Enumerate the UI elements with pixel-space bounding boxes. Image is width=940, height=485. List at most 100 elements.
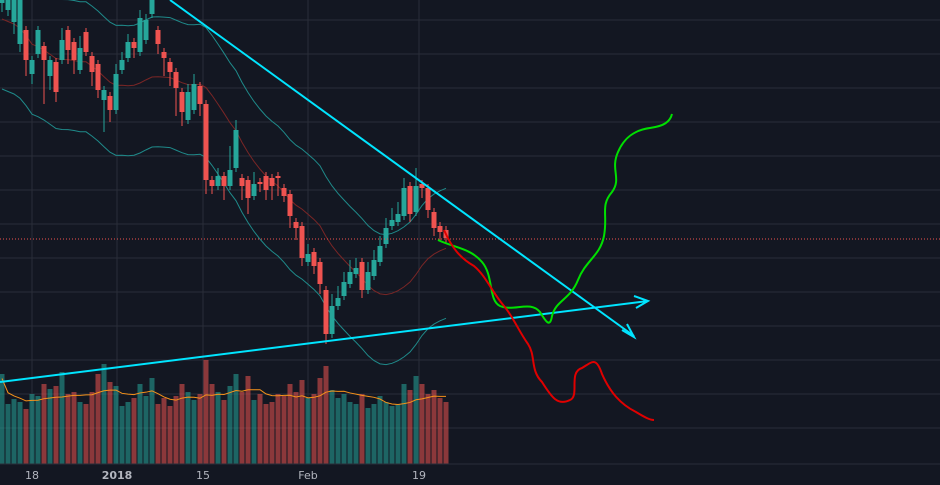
candle-body bbox=[221, 176, 227, 186]
volume-bar bbox=[353, 404, 359, 464]
volume-bar bbox=[41, 384, 47, 464]
volume-bar bbox=[245, 376, 251, 464]
volume-bar bbox=[329, 390, 335, 464]
candle-body bbox=[287, 194, 293, 216]
candle-body bbox=[251, 184, 257, 196]
volume-bar bbox=[191, 400, 197, 464]
candle-body bbox=[119, 60, 125, 70]
candle-body bbox=[437, 226, 443, 232]
candle-body bbox=[329, 306, 335, 334]
time-axis: 18 2018 15 Feb 19 bbox=[25, 469, 426, 482]
candle-body bbox=[389, 220, 395, 226]
volume-bar bbox=[251, 400, 257, 464]
volume-bar bbox=[65, 394, 71, 464]
candle-body bbox=[95, 64, 101, 90]
volume-bar bbox=[221, 400, 227, 464]
candle-body bbox=[293, 222, 299, 228]
volume-bar bbox=[143, 396, 149, 464]
volume-bar bbox=[293, 392, 299, 464]
volume-bar bbox=[431, 390, 437, 464]
candle-body bbox=[131, 42, 137, 48]
candle-body bbox=[395, 214, 401, 222]
volume-bar bbox=[275, 394, 281, 464]
volume-bar bbox=[287, 384, 293, 464]
x-tick-label: 15 bbox=[196, 469, 210, 482]
volume-bar bbox=[101, 364, 107, 464]
volume-bar bbox=[71, 392, 77, 464]
volume-bar bbox=[59, 372, 65, 464]
candle-body bbox=[161, 52, 167, 58]
candle-body bbox=[179, 92, 185, 112]
volume-bar bbox=[383, 402, 389, 464]
volume-bar bbox=[0, 374, 5, 464]
candle-body bbox=[317, 262, 323, 284]
candle-body bbox=[401, 188, 407, 216]
volume-bar bbox=[131, 398, 137, 464]
volume-bar bbox=[203, 360, 209, 464]
candle-body bbox=[257, 182, 263, 184]
volume-bar bbox=[335, 398, 341, 464]
candle-body bbox=[71, 42, 77, 60]
candle-body bbox=[11, 0, 17, 22]
candle-body bbox=[269, 178, 275, 186]
candle-body bbox=[149, 0, 155, 14]
volume-bar bbox=[167, 406, 173, 464]
volume-bar bbox=[77, 402, 83, 464]
volume-bar bbox=[389, 406, 395, 464]
candles bbox=[0, 0, 449, 344]
volume-bar bbox=[263, 404, 269, 464]
volume-bar bbox=[119, 406, 125, 464]
volume-bar bbox=[269, 402, 275, 464]
bollinger-upper-line bbox=[61, 0, 447, 236]
candle-body bbox=[53, 62, 59, 92]
candle-body bbox=[263, 176, 269, 190]
candle-body bbox=[5, 0, 11, 10]
candle-body bbox=[311, 252, 317, 266]
volume-bar bbox=[437, 398, 443, 464]
volume-bar bbox=[407, 390, 413, 464]
candle-body bbox=[47, 60, 53, 76]
volume-bar bbox=[341, 394, 347, 464]
candle-body bbox=[41, 46, 47, 60]
candle-body bbox=[419, 184, 425, 188]
candle-body bbox=[233, 130, 239, 168]
candle-body bbox=[83, 32, 89, 52]
candle-body bbox=[209, 180, 215, 186]
x-tick-label: 2018 bbox=[102, 469, 133, 482]
volume-bar bbox=[155, 404, 161, 464]
volume-bar bbox=[299, 380, 305, 464]
volume-bar bbox=[233, 374, 239, 464]
candle-body bbox=[215, 176, 221, 186]
candle-body bbox=[191, 84, 197, 110]
volume-bar bbox=[149, 378, 155, 464]
candle-body bbox=[0, 0, 5, 3]
candle-body bbox=[347, 272, 353, 284]
grid bbox=[0, 0, 940, 464]
volume-bar bbox=[125, 402, 131, 464]
x-tick-label: 19 bbox=[412, 469, 426, 482]
volume-bar bbox=[113, 386, 119, 464]
candle-body bbox=[239, 178, 245, 186]
candle-body bbox=[407, 186, 413, 214]
trendline-descending bbox=[169, 0, 635, 337]
candle-body bbox=[23, 30, 29, 60]
candle-body bbox=[341, 282, 347, 296]
candle-body bbox=[89, 56, 95, 72]
candle-body bbox=[227, 170, 233, 186]
candle-body bbox=[197, 86, 203, 104]
volume-bar bbox=[35, 396, 41, 464]
volume-bar bbox=[371, 404, 377, 464]
volume-bar bbox=[413, 376, 419, 464]
volume-bar bbox=[89, 392, 95, 464]
candle-body bbox=[59, 40, 65, 60]
candle-body bbox=[365, 272, 371, 290]
volume-bar bbox=[47, 389, 53, 464]
candle-body bbox=[167, 62, 173, 72]
candle-body bbox=[29, 60, 35, 74]
candle-body bbox=[299, 226, 305, 258]
volume-bar bbox=[401, 384, 407, 464]
volume-bars bbox=[0, 360, 449, 464]
volume-ma-line bbox=[1, 378, 446, 406]
